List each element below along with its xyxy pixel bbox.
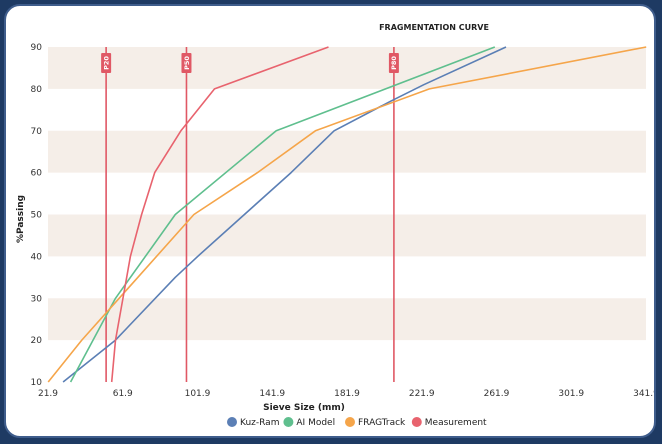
y-axis-label: %Passing [16, 195, 26, 243]
vline-label-p50: P50 [183, 56, 191, 70]
fragmentation-chart: FRAGMENTATION CURVE P20 P50 P80 21.9 61.9 10… [16, 23, 654, 428]
legend-label-ai-model: AI Model [296, 418, 335, 428]
background-bands [48, 47, 646, 341]
y-tick-label: 50 [31, 211, 43, 221]
y-tick-label: 20 [31, 336, 43, 346]
band [48, 47, 646, 89]
legend-label-kuz-ram: Kuz-Ram [240, 418, 279, 428]
series-line-measurement [110, 46, 329, 383]
vline-tag-p50 [181, 53, 192, 73]
x-tick-label: 61.9 [113, 389, 133, 399]
legend-label-measurement: Measurement [425, 418, 487, 428]
percentile-lines: P20 P50 P80 [101, 47, 399, 382]
x-tick-label: 261.9 [484, 389, 510, 399]
series-line-fragtrack [47, 46, 647, 383]
series-lines [47, 46, 647, 383]
x-tick-label: 101.9 [185, 389, 211, 399]
y-tick-label: 60 [31, 169, 43, 179]
x-axis-label: Sieve Size (mm) [263, 403, 345, 413]
x-tick-label: 181.9 [334, 389, 360, 399]
legend-swatch-ai-model [283, 417, 294, 427]
x-tick-label: 301.9 [558, 389, 584, 399]
band [48, 130, 646, 173]
chart-card: FRAGMENTATION CURVE P20 P50 P80 21.9 61.9 10… [4, 4, 656, 438]
legend-label-fragtrack: FRAGTrack [358, 418, 406, 428]
x-tick-label: 21.9 [38, 389, 58, 399]
y-tick-label: 80 [31, 85, 43, 95]
series-line-ai-model [69, 46, 496, 383]
chart-title: FRAGMENTATION CURVE [379, 23, 489, 32]
series-line-kuz-ram [62, 46, 507, 383]
x-tick-label: 141.9 [259, 389, 285, 399]
x-tick-label: 341.9 [633, 389, 654, 399]
y-tick-label: 40 [31, 252, 43, 262]
y-tick-label: 90 [31, 43, 43, 53]
band [48, 214, 646, 257]
legend-swatch-kuz-ram [227, 417, 237, 427]
y-tick-label: 10 [31, 378, 43, 388]
x-tick-label: 221.9 [409, 389, 435, 399]
vline-tag-p20 [101, 53, 112, 73]
legend-swatch-fragtrack [345, 417, 355, 427]
band [48, 298, 646, 341]
y-tick-label: 30 [31, 294, 43, 304]
legend: Kuz-Ram AI Model FRAGTrack Measurement [227, 417, 487, 428]
legend-swatch-measurement [411, 417, 422, 427]
axis-ticks: 21.9 61.9 101.9 141.9 181.9 221.9 261.9 301.9 34… [31, 43, 654, 399]
vline-label-p20: P20 [102, 56, 110, 70]
vline-label-p80: P80 [390, 56, 398, 70]
vline-tag-p80 [388, 53, 399, 73]
y-tick-label: 70 [31, 127, 43, 137]
